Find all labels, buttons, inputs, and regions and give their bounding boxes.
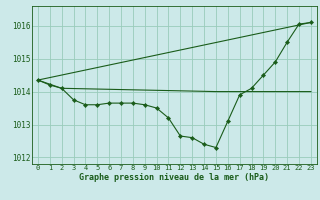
X-axis label: Graphe pression niveau de la mer (hPa): Graphe pression niveau de la mer (hPa) [79,173,269,182]
